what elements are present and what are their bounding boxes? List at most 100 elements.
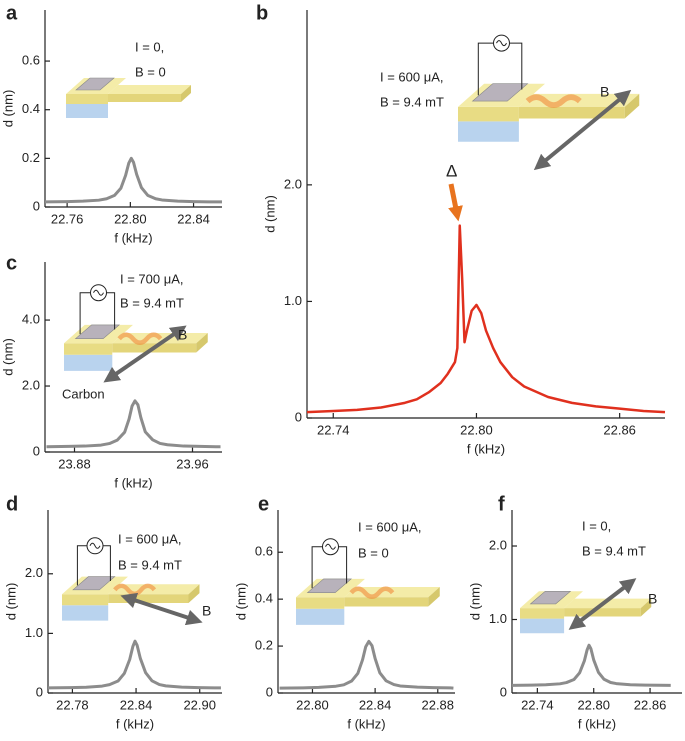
y-axis-label: d (nm) (0, 90, 15, 128)
y-axis-label: d (nm) (0, 338, 15, 376)
annotation: B (202, 603, 211, 619)
panel-label: b (256, 2, 268, 24)
spectrum-line (44, 156, 222, 204)
annotation: B = 9.4 mT (582, 543, 646, 558)
panel: f 0 1.0 2.0 22.74 22.80 22.86 f (kHz) d (nm) I = … (467, 493, 682, 731)
heat-wave (349, 586, 395, 599)
block-front (62, 594, 109, 606)
annotation: B = 0 (358, 545, 389, 560)
x-tick-label: 22.84 (120, 697, 153, 712)
annotation: B = 9.4 mT (118, 557, 182, 572)
y-tick-label: 1.0 (284, 293, 302, 308)
y-tick-label: 0 (295, 409, 302, 424)
y-tick-label: 2.0 (22, 377, 40, 392)
y-tick-label: 1.0 (489, 611, 507, 626)
peak-arrow (448, 183, 463, 222)
x-axis-label: f (kHz) (467, 441, 505, 456)
panel-label: f (498, 493, 505, 515)
x-axis-label: f (kHz) (114, 475, 152, 490)
substrate (64, 354, 113, 371)
x-tick-label: 22.78 (56, 697, 89, 712)
panel-label: a (6, 2, 18, 24)
substrate (520, 618, 565, 634)
panel: b 0 1.0 2.0 22.74 22.80 22.86 f (kHz) d (nm) I = … (256, 2, 666, 456)
y-axis-label: d (nm) (262, 195, 277, 233)
ac-symbol (325, 543, 336, 550)
panel: e 0 0.2 0.4 0.6 22.80 22.84 22.88 f (kHz) d (nm) I… (233, 493, 455, 731)
y-tick-label: 4.0 (22, 311, 40, 326)
x-tick-label: 22.88 (421, 697, 454, 712)
field-arrow (568, 578, 637, 630)
y-tick-label: 2.0 (284, 176, 302, 191)
panel-label: d (6, 493, 18, 515)
y-tick-label: 0 (266, 684, 273, 699)
y-tick-label: 2.0 (25, 565, 43, 580)
annotation: Carbon (62, 386, 105, 401)
y-axis-label: d (nm) (467, 583, 482, 621)
y-tick-label: 2.0 (489, 537, 507, 552)
block-front (64, 343, 113, 355)
beam-side (640, 598, 652, 617)
substrate (458, 121, 519, 142)
electrode (75, 77, 115, 91)
x-tick-label: 22.74 (317, 422, 350, 437)
x-axis-label: f (kHz) (114, 230, 152, 245)
y-tick-label: 1.0 (25, 625, 43, 640)
annotation: Δ (446, 161, 457, 180)
annotation: I = 700 μA, (120, 271, 184, 286)
y-tick-label: 0.2 (255, 638, 273, 653)
panel-label: c (6, 252, 17, 274)
x-tick-label: 22.86 (634, 697, 667, 712)
x-tick-label: 22.80 (460, 422, 493, 437)
x-tick-label: 22.84 (359, 697, 392, 712)
substrate (296, 608, 345, 625)
x-tick-label: 22.80 (577, 697, 610, 712)
annotation: I = 600 μA, (380, 69, 444, 84)
x-tick-label: 22.90 (183, 697, 216, 712)
circuit-wire (76, 545, 111, 586)
electrode (471, 83, 529, 102)
block-front (66, 94, 108, 104)
x-tick-label: 22.74 (521, 697, 554, 712)
x-tick-label: 22.84 (177, 211, 210, 226)
panel-label: e (258, 493, 269, 515)
spectrum-line (511, 643, 671, 687)
electrode (72, 576, 116, 591)
block-front (520, 608, 565, 619)
y-tick-label: 0 (500, 684, 507, 699)
annotation: I = 0, (135, 39, 164, 54)
x-axis-label: f (kHz) (578, 716, 616, 731)
beam-front (108, 594, 189, 603)
y-tick-label: 0 (33, 443, 40, 458)
field-arrow (120, 592, 203, 626)
beam-top (108, 85, 191, 94)
beam-side (196, 332, 208, 353)
annotation: B (648, 591, 657, 607)
annotation: I = 0, (582, 518, 611, 533)
beam-front (564, 608, 641, 617)
y-tick-label: 0 (33, 198, 40, 213)
spectrum-line (306, 224, 666, 414)
circuit-wire (79, 292, 116, 335)
x-axis-label: f (kHz) (347, 716, 385, 731)
annotation: I = 600 μA, (358, 519, 422, 534)
x-tick-label: 22.80 (114, 211, 147, 226)
x-tick-label: 23.96 (176, 456, 209, 471)
ac-symbol (496, 40, 507, 47)
annotation: I = 600 μA, (118, 531, 182, 546)
spectrum-line (279, 639, 454, 690)
ac-symbol (89, 542, 101, 549)
ac-symbol (93, 289, 104, 296)
field-arrow (103, 325, 187, 383)
annotation: B (600, 84, 609, 100)
x-tick-label: 22.80 (296, 697, 329, 712)
spectrum-line (47, 639, 221, 690)
block-front (458, 106, 519, 122)
field-arrow (533, 89, 632, 171)
y-tick-label: 0.6 (255, 544, 273, 559)
annotation: B (178, 327, 187, 343)
beam-front (344, 597, 429, 607)
circuit-wire (477, 42, 523, 96)
y-axis-label: d (nm) (233, 583, 248, 621)
